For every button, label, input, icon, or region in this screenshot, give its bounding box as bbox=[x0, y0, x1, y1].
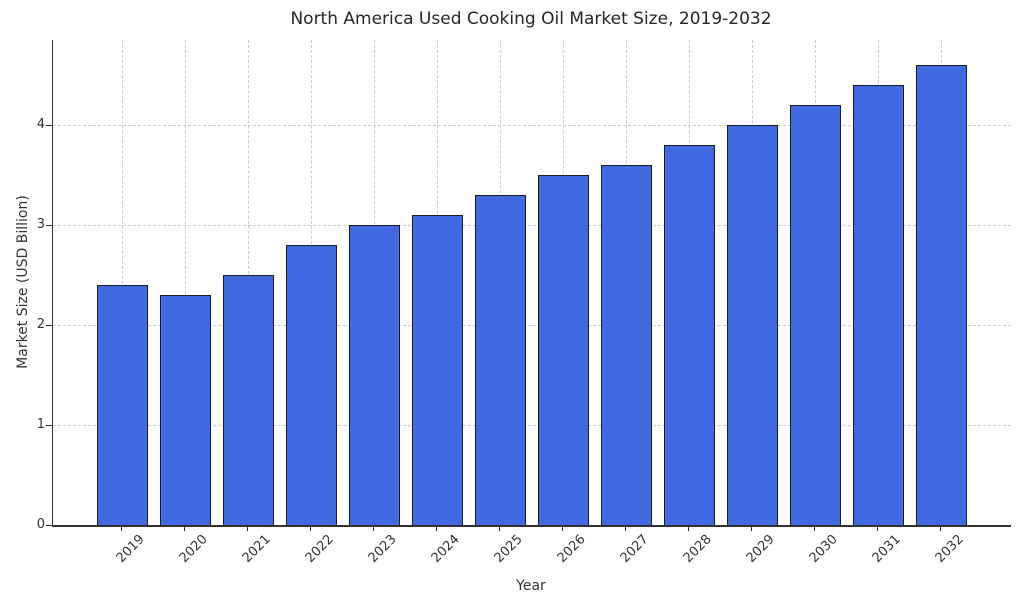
plot-area bbox=[52, 40, 1011, 527]
y-tick-mark bbox=[46, 325, 52, 326]
y-tick-mark bbox=[46, 525, 52, 526]
x-tick-label: 2032 bbox=[932, 532, 967, 567]
x-tick-mark bbox=[877, 526, 878, 531]
x-tick-label: 2028 bbox=[680, 532, 715, 567]
bar-2029 bbox=[726, 125, 778, 525]
y-tick-label: 1 bbox=[36, 417, 45, 432]
bar-2030 bbox=[789, 105, 841, 525]
bar-2020 bbox=[159, 295, 211, 525]
bar-2026 bbox=[537, 175, 589, 525]
x-tick-mark bbox=[940, 526, 941, 531]
x-tick-mark bbox=[562, 526, 563, 531]
x-tick-label: 2031 bbox=[869, 532, 904, 567]
gridline-horizontal bbox=[53, 425, 1011, 426]
x-tick-mark bbox=[688, 526, 689, 531]
y-tick-label: 3 bbox=[36, 217, 45, 232]
x-tick-mark bbox=[373, 526, 374, 531]
x-tick-mark bbox=[814, 526, 815, 531]
y-axis-label: Market Size (USD Billion) bbox=[15, 195, 31, 369]
x-tick-mark bbox=[751, 526, 752, 531]
bar-2021 bbox=[222, 275, 274, 525]
gridline-vertical bbox=[185, 40, 186, 525]
x-tick-mark bbox=[625, 526, 626, 531]
x-tick-label: 2022 bbox=[302, 532, 337, 567]
x-tick-mark bbox=[310, 526, 311, 531]
x-tick-mark bbox=[499, 526, 500, 531]
x-tick-label: 2024 bbox=[428, 532, 463, 567]
x-tick-label: 2019 bbox=[113, 532, 148, 567]
x-tick-label: 2023 bbox=[365, 532, 400, 567]
bar-2027 bbox=[600, 165, 652, 525]
gridline-horizontal bbox=[53, 325, 1011, 326]
y-tick-mark bbox=[46, 425, 52, 426]
y-tick-label: 2 bbox=[36, 317, 45, 332]
bar-2024 bbox=[411, 215, 463, 525]
bar-2022 bbox=[285, 245, 337, 525]
x-tick-label: 2026 bbox=[554, 532, 589, 567]
x-tick-mark bbox=[184, 526, 185, 531]
bar-2019 bbox=[96, 285, 148, 525]
x-tick-mark bbox=[247, 526, 248, 531]
x-tick-label: 2025 bbox=[491, 532, 526, 567]
x-tick-label: 2027 bbox=[617, 532, 652, 567]
bar-2025 bbox=[474, 195, 526, 525]
y-tick-label: 0 bbox=[36, 517, 45, 532]
x-tick-mark bbox=[121, 526, 122, 531]
gridline-horizontal bbox=[53, 225, 1011, 226]
y-tick-label: 4 bbox=[36, 117, 45, 132]
gridline-vertical bbox=[122, 40, 123, 525]
x-tick-label: 2020 bbox=[176, 532, 211, 567]
x-tick-label: 2029 bbox=[743, 532, 778, 567]
y-tick-mark bbox=[46, 225, 52, 226]
gridline-horizontal bbox=[53, 125, 1011, 126]
x-tick-label: 2021 bbox=[239, 532, 274, 567]
chart-title: North America Used Cooking Oil Market Si… bbox=[290, 9, 772, 29]
bar-2028 bbox=[663, 145, 715, 525]
y-tick-mark bbox=[46, 125, 52, 126]
bar-2031 bbox=[852, 85, 904, 525]
x-tick-mark bbox=[436, 526, 437, 531]
x-axis-label: Year bbox=[516, 578, 546, 594]
bar-2023 bbox=[348, 225, 400, 525]
bar-2032 bbox=[915, 65, 967, 525]
x-tick-label: 2030 bbox=[806, 532, 841, 567]
